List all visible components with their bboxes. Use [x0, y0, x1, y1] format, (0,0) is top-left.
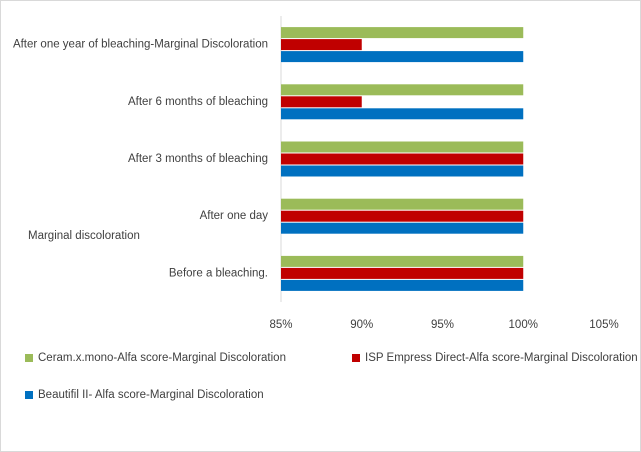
y-tick-label: After 3 months of bleaching	[128, 153, 268, 165]
bar	[281, 27, 524, 39]
x-tick-label: 90%	[350, 319, 373, 331]
y-tick-label: Before a bleaching.	[169, 267, 268, 279]
bar	[281, 165, 524, 177]
bar	[281, 267, 524, 279]
bar	[281, 210, 524, 222]
bar	[281, 222, 524, 234]
bar	[281, 96, 362, 108]
x-tick-label: 105%	[589, 319, 618, 331]
legend-label: Beautifil II- Alfa score-Marginal Discol…	[38, 389, 264, 401]
bar	[281, 255, 524, 267]
bar	[281, 198, 524, 210]
x-tick-label: 85%	[269, 319, 292, 331]
bar	[281, 84, 524, 96]
bar	[281, 39, 362, 51]
bar	[281, 279, 524, 291]
legend-swatch	[25, 354, 33, 362]
legend-swatch	[352, 354, 360, 362]
bar	[281, 153, 524, 165]
bar	[281, 51, 524, 63]
x-tick-label: 95%	[431, 319, 454, 331]
annotation: Marginal discoloration	[28, 230, 140, 242]
y-tick-label: After one day	[200, 210, 269, 222]
x-tick-label: 100%	[509, 319, 538, 331]
y-tick-label: After one year of bleaching-Marginal Dis…	[13, 39, 268, 51]
legend-label: Ceram.x.mono-Alfa score-Marginal Discolo…	[38, 352, 286, 364]
legend-label: ISP Empress Direct-Alfa score-Marginal D…	[365, 352, 638, 364]
bar	[281, 141, 524, 153]
bar	[281, 108, 524, 120]
legend-swatch	[25, 391, 33, 399]
y-tick-label: After 6 months of bleaching	[128, 96, 268, 108]
